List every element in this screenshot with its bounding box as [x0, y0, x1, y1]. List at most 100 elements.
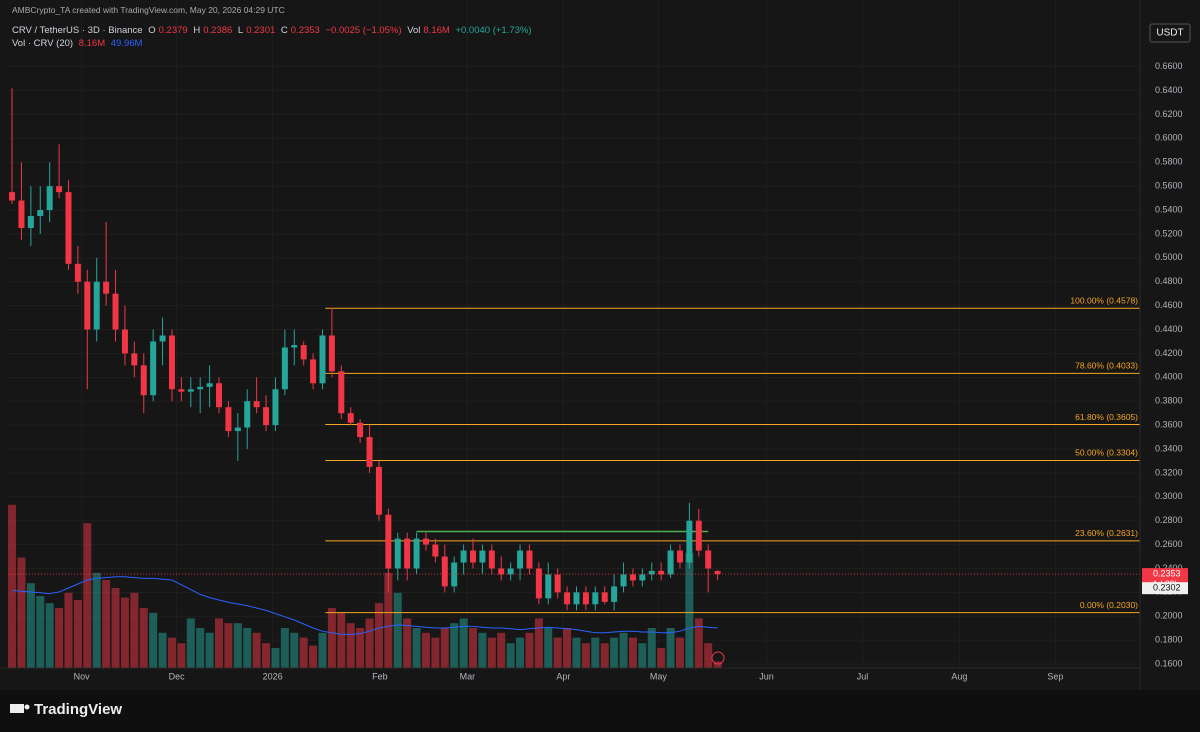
volume-bar [149, 612, 158, 668]
y-tick-label: 0.6200 [1155, 109, 1183, 119]
y-tick-label: 0.2400 [1155, 563, 1183, 573]
vol-change: +0.0040 (+1.73%) [455, 25, 532, 36]
volume-bar [685, 552, 694, 668]
change: −0.0025 (−1.05%) [325, 25, 402, 36]
volume-bar [120, 597, 129, 668]
fib-label: 100.00% (0.4578) [1070, 296, 1138, 306]
volume-bar [130, 592, 139, 668]
candle-body [582, 592, 589, 605]
candle-body [291, 345, 298, 348]
candle-body [310, 359, 317, 384]
candle-body [168, 335, 175, 390]
volume-bar [64, 592, 73, 668]
candle-body [37, 210, 44, 217]
candle-body [253, 401, 260, 408]
vol-label: Vol [407, 25, 421, 36]
volume-bar [111, 588, 120, 668]
y-tick-label: 0.3600 [1155, 419, 1183, 429]
candle-body [357, 422, 364, 438]
x-tick-label: Mar [460, 671, 476, 681]
ohlc-letter: C [280, 25, 288, 36]
candle-body [366, 437, 373, 467]
y-tick-label: 0.5200 [1155, 228, 1183, 238]
y-tick-label: 0.4600 [1155, 300, 1183, 310]
volume-bar [92, 572, 101, 668]
volume-bar [403, 618, 412, 668]
volume-bar [337, 612, 346, 668]
x-tick-label: Aug [951, 671, 967, 681]
candle-body [206, 383, 213, 387]
y-tick-label: 0.3800 [1155, 396, 1183, 406]
volume-bar [158, 632, 167, 668]
volume-bar [36, 596, 45, 668]
candle-body [611, 586, 618, 602]
volume-bar [694, 618, 703, 668]
marker-price-label: 0.2302 [1153, 583, 1181, 593]
volume-bar [224, 623, 233, 668]
volume-bar [262, 643, 271, 668]
x-tick-label: Sep [1047, 671, 1063, 681]
currency-box[interactable] [1149, 23, 1191, 43]
volume-bar [26, 583, 35, 668]
candle-body [507, 568, 514, 575]
volume-bar [487, 637, 496, 668]
volume-bar [167, 637, 176, 668]
candle-body [272, 389, 279, 426]
volume-bar [591, 637, 600, 668]
symbol: CRV / TetherUS · 3D · Binance [12, 25, 143, 36]
candle-body [338, 371, 345, 414]
volume-bar [374, 603, 383, 668]
candle-body [517, 550, 524, 569]
x-tick-label: Jul [857, 671, 869, 681]
candle-body [470, 550, 477, 563]
candle-body [375, 466, 382, 515]
ohlc-value: 0.2379 [158, 25, 188, 36]
fib-label: 0.00% (0.2030) [1080, 600, 1138, 610]
x-tick-label: Jun [759, 671, 774, 681]
volume-bar [704, 643, 713, 668]
candle-body [56, 186, 63, 193]
volume-bar [280, 628, 289, 668]
y-tick-label: 0.1600 [1155, 658, 1183, 668]
candle-body [140, 365, 147, 396]
volume-bar [525, 632, 534, 668]
volume-bar [346, 623, 355, 668]
candle-body [620, 574, 627, 587]
volume-bar [563, 628, 572, 668]
volume-title: Vol · CRV (20) [12, 38, 74, 49]
plot: 100.00% (0.4578) 78.60% (0.4033) 61.80% (0… [8, 0, 1140, 668]
volume-bar [459, 618, 468, 668]
y-tick-label: 0.3400 [1155, 443, 1183, 453]
candle-body [573, 592, 580, 605]
candle-body [216, 383, 223, 408]
volume-bar [553, 637, 562, 668]
volume-bar [233, 623, 242, 668]
candle-body [27, 216, 34, 228]
volume-bar [675, 637, 684, 668]
volume-bar [73, 600, 82, 668]
candle-body [460, 550, 467, 563]
volume-legend: Vol · CRV (20) 8.16M 49.96M [12, 38, 145, 49]
volume-bar [356, 628, 365, 668]
volume-bar [713, 661, 722, 668]
volume-bar [139, 608, 148, 668]
candle-body [225, 407, 232, 432]
volume-bar [478, 632, 487, 668]
ohlc-value: 0.2353 [290, 25, 320, 36]
candle-body [526, 550, 533, 569]
volume-bar [638, 643, 647, 668]
volume-bar [215, 618, 224, 668]
alert-icon[interactable] [711, 651, 725, 665]
candle-body [629, 574, 636, 581]
candle-body [705, 550, 712, 569]
volume-bar [440, 628, 449, 668]
volume-ma-line [12, 576, 718, 635]
candle-body [197, 386, 204, 390]
last-price-label: 0.2353 [1153, 568, 1181, 578]
y-tick-label: 0.5000 [1155, 252, 1183, 262]
candle-body [74, 263, 81, 282]
candle-body [695, 520, 702, 551]
candle-body [131, 353, 138, 366]
